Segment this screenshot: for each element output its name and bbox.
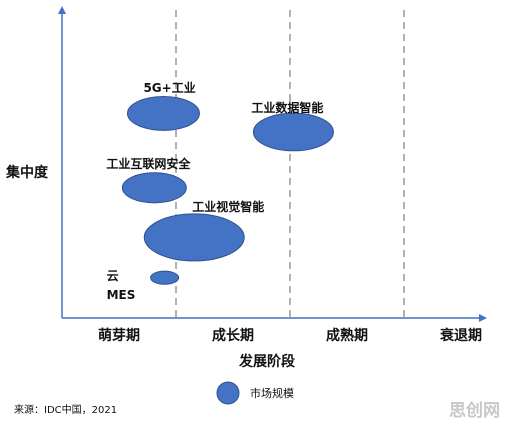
source: 来源：IDC中国，2021 (14, 403, 117, 416)
x-tick-label: 萌芽期 (98, 327, 140, 344)
bubble (121, 172, 187, 204)
bubble-label: 工业数据智能 (251, 101, 324, 115)
x-tick-label: 成长期 (212, 327, 254, 344)
legend-marker (216, 381, 240, 405)
x-tick-label: 成熟期 (326, 327, 368, 344)
bubble-label: 云 MES (106, 268, 136, 302)
x-tick-label: 衰退期 (439, 327, 482, 344)
bubble (150, 270, 180, 285)
legend-label: 市场规模 (250, 386, 294, 400)
x-axis-title: 发展阶段 (238, 353, 295, 370)
bubble-label: 工业互联网安全 (106, 156, 191, 171)
bubble (126, 95, 200, 131)
watermark: 思创网 (449, 400, 500, 421)
bubble-label: 5G+工业 (143, 81, 196, 96)
bubble (252, 112, 334, 152)
bubble-label: 工业视觉智能 (192, 200, 265, 215)
bubble (143, 213, 245, 262)
y-axis-title: 集中度 (5, 164, 49, 181)
